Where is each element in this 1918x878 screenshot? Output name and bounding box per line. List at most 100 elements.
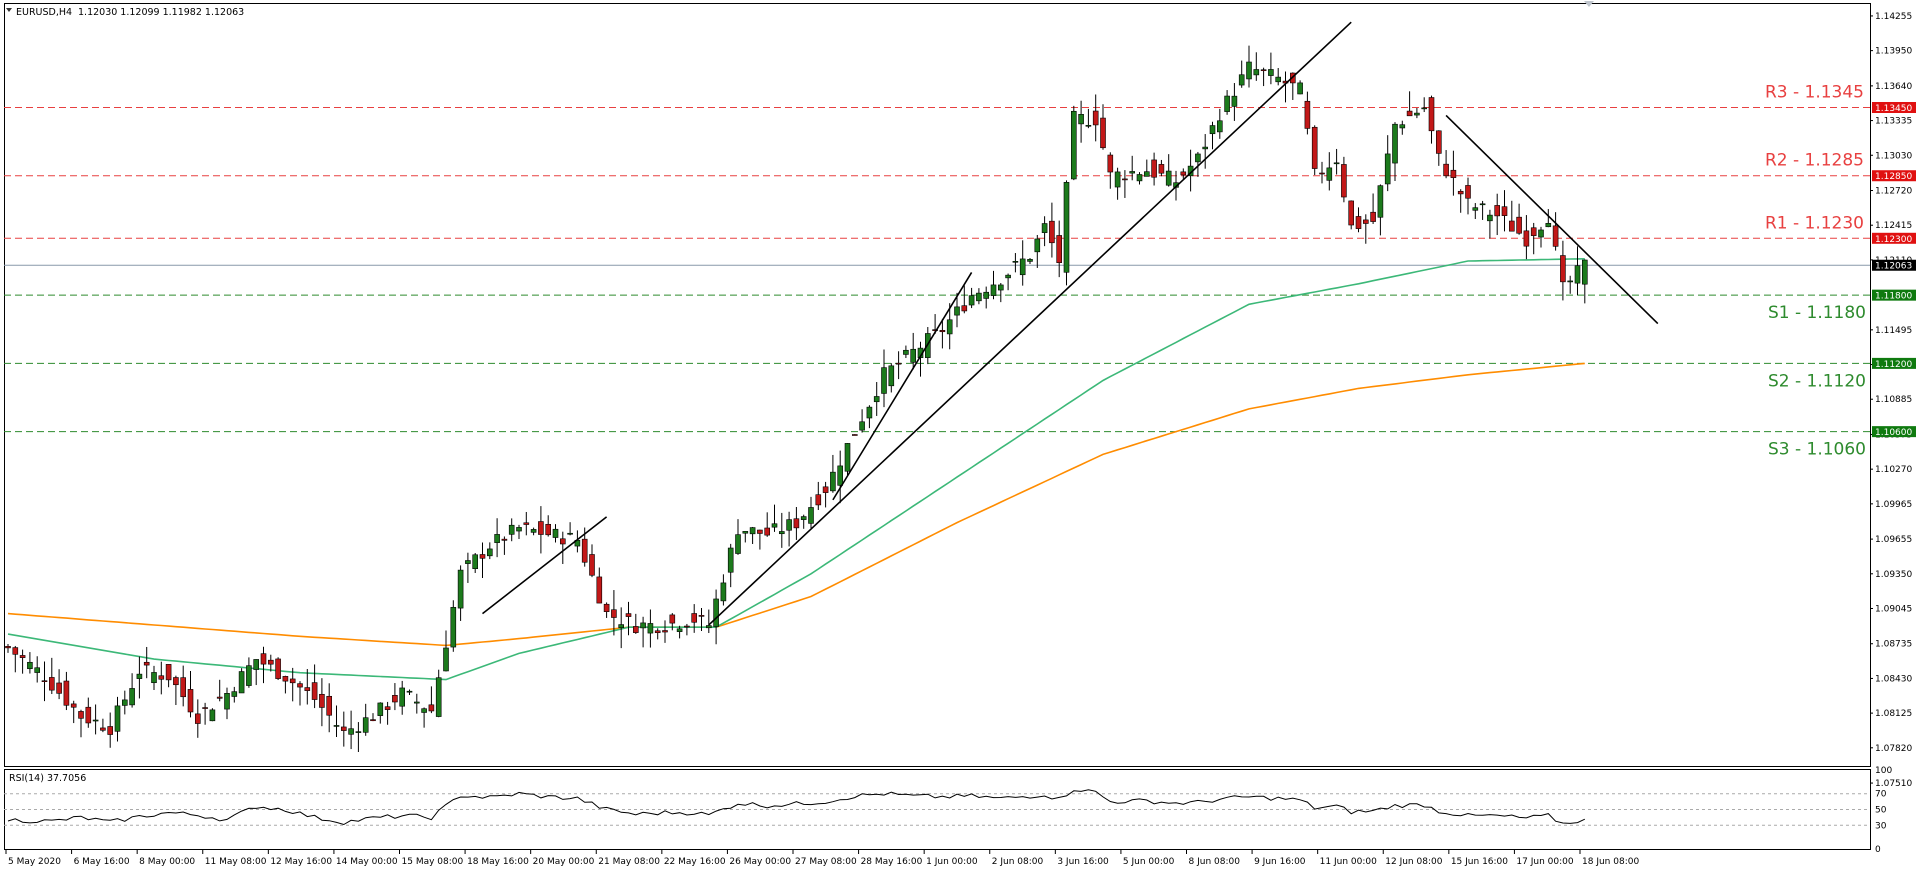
price-tick-label: 1.13335 xyxy=(1875,117,1912,127)
candle-body xyxy=(954,306,960,316)
candle-body xyxy=(720,582,727,602)
candle-body xyxy=(1260,69,1267,72)
resistance-r2-tag-label: 1.12850 xyxy=(1875,172,1912,182)
candle-body xyxy=(326,695,333,716)
time-tick-label: 6 May 16:00 xyxy=(74,857,130,867)
candle-body xyxy=(676,628,683,632)
candle-body xyxy=(1049,220,1055,244)
trendline-4[interactable] xyxy=(1445,114,1659,325)
candle-body xyxy=(800,516,807,520)
time-tick-label: 26 May 00:00 xyxy=(729,857,791,867)
time-tick-label: 11 May 08:00 xyxy=(205,857,267,867)
candle-body xyxy=(486,548,493,557)
candle-body xyxy=(1107,154,1114,173)
candle-body xyxy=(216,696,223,699)
time-tick-label: 18 May 16:00 xyxy=(467,857,529,867)
scroll-marker-icon[interactable] xyxy=(1584,1,1594,7)
candle-body xyxy=(413,701,420,704)
candle-body xyxy=(136,673,143,679)
candle-body xyxy=(1406,110,1413,117)
candle-body xyxy=(552,528,559,538)
candle-body xyxy=(27,661,33,670)
price-tick-label: 1.07510 xyxy=(1875,779,1912,789)
time-tick-label: 27 May 08:00 xyxy=(795,857,857,867)
price-tick-label: 1.12415 xyxy=(1875,221,1912,231)
rsi-line xyxy=(7,789,1586,826)
candle-body xyxy=(187,689,194,713)
candle-body xyxy=(1582,259,1588,285)
candle-body xyxy=(749,527,756,535)
candle-body xyxy=(370,719,376,722)
price-tick-label: 1.12720 xyxy=(1875,187,1912,197)
candle-body xyxy=(1122,178,1128,181)
candle-body xyxy=(267,659,274,665)
time-tick-label: 8 Jun 08:00 xyxy=(1189,857,1241,867)
time-tick-label: 1 Jun 00:00 xyxy=(926,857,978,867)
candle-body xyxy=(1071,110,1077,180)
trendline-2[interactable] xyxy=(708,21,1352,626)
candle-body xyxy=(1063,182,1070,273)
candle-body xyxy=(662,630,668,633)
candle-body xyxy=(260,653,267,665)
candle-body xyxy=(1268,69,1274,76)
support-s2-tag-label: 1.11200 xyxy=(1875,360,1912,370)
rsi-tick-label: 70 xyxy=(1875,790,1887,800)
main-pane-frame xyxy=(4,3,1871,767)
trendline-3[interactable] xyxy=(832,271,973,501)
time-tick-label: 12 May 16:00 xyxy=(270,857,332,867)
candle-body xyxy=(859,421,865,431)
candle-body xyxy=(377,702,384,716)
candle-body xyxy=(1399,124,1406,129)
candle-body xyxy=(238,671,245,694)
resistance-r1-tag-label: 1.12300 xyxy=(1875,235,1912,245)
candle-body xyxy=(1516,216,1522,234)
trendline-1[interactable] xyxy=(482,516,608,615)
candle-body xyxy=(698,615,705,617)
candle-body xyxy=(1195,153,1201,163)
candle-body xyxy=(100,727,106,731)
candle-body xyxy=(465,560,471,564)
candle-body xyxy=(632,626,639,633)
time-tick-label: 2 Jun 08:00 xyxy=(992,857,1044,867)
candle-body xyxy=(1465,185,1471,199)
candle-body xyxy=(1158,164,1165,174)
time-tick-label: 18 Jun 08:00 xyxy=(1582,857,1639,867)
rsi-tick-label: 0 xyxy=(1875,845,1881,855)
candle-body xyxy=(129,688,135,706)
candle-body xyxy=(85,706,92,724)
candle-body xyxy=(158,675,165,680)
support-s1-tag xyxy=(1872,289,1916,301)
time-tick-label: 9 Jun 16:00 xyxy=(1254,857,1306,867)
candle-body xyxy=(1538,229,1544,238)
menu-arrow-icon[interactable] xyxy=(6,8,12,12)
price-tick-label: 1.08430 xyxy=(1875,674,1912,684)
candle-body xyxy=(1224,95,1230,112)
time-tick-label: 3 Jun 16:00 xyxy=(1057,857,1109,867)
candle-body xyxy=(48,677,55,691)
candle-body xyxy=(428,704,435,712)
candle-body xyxy=(122,699,128,706)
candle-body xyxy=(1560,255,1566,283)
resistance-r3-tag-label: 1.13450 xyxy=(1875,104,1912,114)
time-tick-label: 22 May 16:00 xyxy=(664,857,726,867)
ma-fast-line xyxy=(7,258,1585,681)
candle-body xyxy=(1472,207,1479,211)
candle-body xyxy=(1217,120,1223,133)
candle-body xyxy=(691,613,698,623)
candle-body xyxy=(1530,227,1537,236)
candle-body xyxy=(976,292,982,302)
candle-body xyxy=(757,529,763,534)
candle-body xyxy=(494,534,500,543)
candle-body xyxy=(603,603,610,612)
candle-body xyxy=(815,494,822,506)
price-tick-label: 1.10270 xyxy=(1875,465,1912,475)
candle-body xyxy=(822,486,829,493)
time-tick-label: 15 Jun 16:00 xyxy=(1451,857,1508,867)
candle-body xyxy=(289,678,296,684)
time-tick-label: 21 May 08:00 xyxy=(598,857,660,867)
candle-body xyxy=(1443,163,1449,177)
candle-body xyxy=(406,690,413,693)
candle-body xyxy=(1078,114,1084,125)
price-tick-label: 1.08735 xyxy=(1875,640,1912,650)
